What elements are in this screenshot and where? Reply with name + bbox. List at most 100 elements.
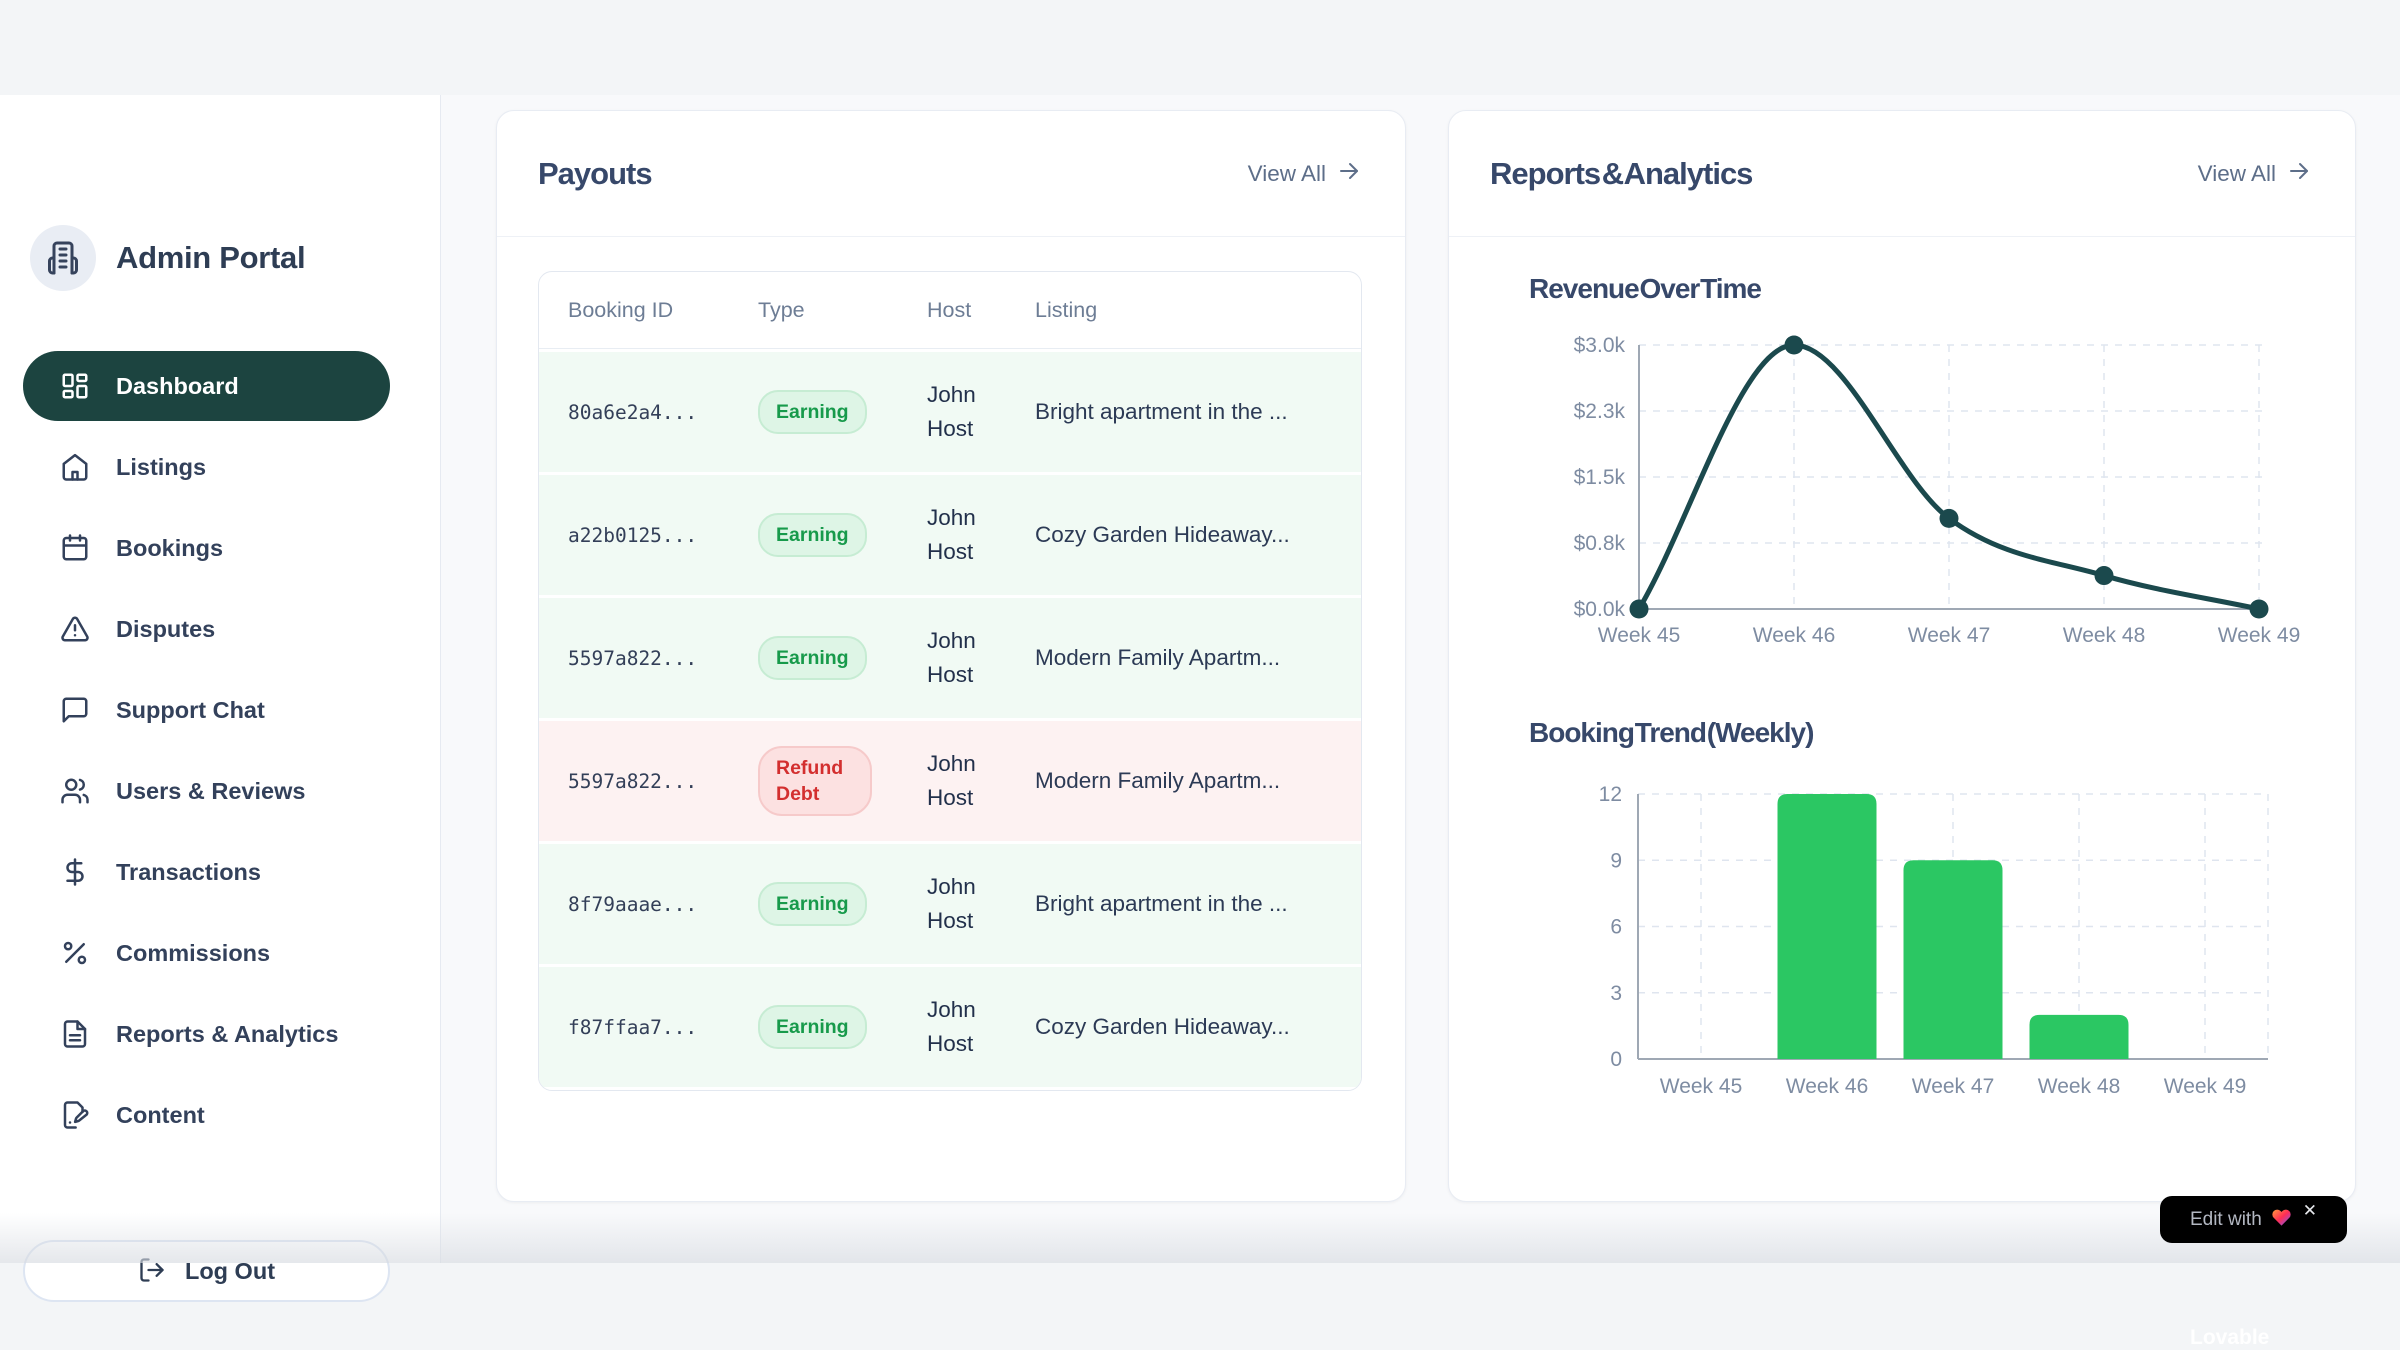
- type-cell: Earning: [729, 512, 898, 558]
- column-header-listing: Listing: [1035, 297, 1098, 322]
- reports-card-header: Reports & Analytics View All: [1449, 111, 2355, 237]
- table-row[interactable]: f87ffaa7... Earning John Host Cozy Garde…: [539, 964, 1361, 1087]
- payouts-table: Booking ID Type Host Listing 80a6e2a4... Ea…: [538, 271, 1362, 1091]
- arrow-right-icon: [2287, 159, 2311, 189]
- sidebar-item-bookings[interactable]: Bookings: [23, 513, 390, 583]
- svg-text:Week 47: Week 47: [1912, 1075, 1995, 1098]
- type-cell: Earning: [729, 1004, 898, 1050]
- column-header-type: Type: [758, 297, 805, 322]
- file-text-icon: [60, 1019, 90, 1049]
- payouts-title: Payouts: [538, 155, 653, 191]
- table-row[interactable]: 5597a822... Earning John Host Modern Fam…: [539, 595, 1361, 718]
- edit-with-lovable-badge[interactable]: Edit with Lovable ✕: [2160, 1196, 2347, 1349]
- booking-trend-chart-title: Booking Trend (Weekly): [1529, 717, 1814, 748]
- booking-id-cell: f87ffaa7...: [568, 1015, 698, 1039]
- table-row[interactable]: 80a6e2a4... Earning John Host Bright apa…: [539, 349, 1361, 472]
- logout-label: Log Out: [184, 1257, 276, 1284]
- svg-text:Week 48: Week 48: [2063, 624, 2146, 647]
- sidebar-item-label: Commissions: [116, 939, 271, 966]
- sidebar-item-content[interactable]: Content: [23, 1080, 390, 1150]
- sidebar-item-reports-analytics[interactable]: Reports & Analytics: [23, 999, 390, 1069]
- sidebar-item-label: Transactions: [116, 858, 261, 885]
- type-cell: Earning: [729, 389, 898, 435]
- type-badge: Earning: [758, 389, 867, 435]
- listing-cell: Cozy Garden Hideaway...: [1035, 522, 1290, 547]
- svg-text:Week 46: Week 46: [1753, 624, 1836, 647]
- sidebar-item-label: Dashboard: [116, 372, 239, 399]
- revenue-line-chart: $3.0k $2.3k $1.5k $0.8k $0.0k Week 45 Week 46 W…: [1521, 325, 2311, 655]
- svg-text:$1.5k: $1.5k: [1574, 466, 1626, 489]
- column-header-host: Host: [927, 297, 972, 322]
- svg-text:$0.0k: $0.0k: [1574, 598, 1626, 621]
- view-all-label: View All: [2197, 160, 2276, 186]
- sidebar-item-label: Support Chat: [116, 696, 265, 723]
- sidebar-item-commissions[interactable]: Commissions: [23, 918, 390, 988]
- alert-triangle-icon: [60, 614, 90, 644]
- logout-button[interactable]: Log Out: [23, 1240, 390, 1302]
- file-edit-icon: [60, 1100, 90, 1130]
- percent-icon: [60, 938, 90, 968]
- payouts-view-all-link[interactable]: View All: [1248, 159, 1361, 189]
- payouts-table-header-row: Booking ID Type Host Listing: [539, 272, 1361, 349]
- arrow-right-icon: [1337, 159, 1361, 189]
- host-cell: John Host: [927, 382, 976, 441]
- host-cell: John Host: [927, 505, 976, 564]
- lovable-label: Lovable: [2190, 1326, 2270, 1349]
- svg-text:6: 6: [1610, 916, 1622, 939]
- reports-title: Reports & Analytics: [1490, 155, 1753, 191]
- booking-id-cell: 80a6e2a4...: [568, 400, 698, 424]
- host-cell: John Host: [927, 874, 976, 933]
- dollar-icon: [60, 857, 90, 887]
- svg-text:3: 3: [1610, 982, 1622, 1005]
- svg-text:$2.3k: $2.3k: [1574, 400, 1626, 423]
- type-badge: Earning: [758, 881, 867, 927]
- app-title: Admin Portal: [116, 240, 306, 275]
- sidebar-item-label: Content: [116, 1101, 205, 1128]
- table-row[interactable]: 8f79aaae... Earning John Host Bright apa…: [539, 841, 1361, 964]
- host-cell: John Host: [927, 997, 976, 1056]
- home-icon: [60, 452, 90, 482]
- sidebar-item-label: Users & Reviews: [116, 777, 306, 804]
- listing-cell: Bright apartment in the ...: [1035, 399, 1288, 424]
- type-badge: Earning: [758, 1004, 867, 1050]
- close-icon[interactable]: ✕: [2302, 1201, 2318, 1220]
- sidebar-item-label: Listings: [116, 453, 207, 480]
- sidebar-item-transactions[interactable]: Transactions: [23, 837, 390, 907]
- booking-id-cell: a22b0125...: [568, 523, 698, 547]
- calendar-icon: [60, 533, 90, 563]
- sidebar-item-listings[interactable]: Listings: [23, 432, 390, 502]
- type-cell: Refund Debt: [729, 745, 898, 817]
- edit-with-label: Edit with: [2189, 1208, 2262, 1230]
- sidebar-item-disputes[interactable]: Disputes: [23, 594, 390, 664]
- revenue-chart-title: Revenue Over Time: [1529, 273, 1762, 304]
- payouts-card-header: Payouts View All: [497, 111, 1405, 237]
- table-row[interactable]: a22b0125... Earning John Host Cozy Garde…: [539, 472, 1361, 595]
- type-cell: Earning: [729, 635, 898, 681]
- listing-cell: Bright apartment in the ...: [1035, 891, 1288, 916]
- booking-trend-bar-chart: 12 9 6 3 0 Week 45 Week 46 Week 47 Week 48 Week 4…: [1521, 759, 2311, 1109]
- svg-text:Week 46: Week 46: [1786, 1075, 1869, 1098]
- sidebar-item-support-chat[interactable]: Support Chat: [23, 675, 390, 745]
- column-header-booking-id: Booking ID: [568, 297, 674, 322]
- building-icon: [30, 225, 96, 291]
- dashboard-icon: [60, 371, 90, 401]
- listing-cell: Modern Family Apartm...: [1035, 645, 1281, 670]
- booking-id-cell: 5597a822...: [568, 769, 698, 793]
- reports-view-all-link[interactable]: View All: [2198, 159, 2311, 189]
- svg-text:Week 45: Week 45: [1598, 624, 1681, 647]
- type-badge: Earning: [758, 512, 867, 558]
- table-row[interactable]: 5597a822... Refund Debt John Host Modern…: [539, 718, 1361, 841]
- svg-text:0: 0: [1610, 1048, 1622, 1071]
- brand: Admin Portal: [30, 225, 306, 291]
- host-cell: John Host: [927, 628, 976, 687]
- payouts-table-body: 80a6e2a4... Earning John Host Bright apa…: [539, 349, 1361, 1087]
- sidebar: Admin Portal Dashboard Listings Bookings…: [0, 95, 441, 1302]
- sidebar-item-label: Reports & Analytics: [116, 1020, 339, 1047]
- reports-analytics-card: Reports & Analytics View All Revenue Ove…: [1448, 110, 2356, 1202]
- svg-text:12: 12: [1599, 783, 1622, 806]
- listing-cell: Modern Family Apartm...: [1035, 768, 1281, 793]
- sidebar-item-dashboard[interactable]: Dashboard: [23, 351, 390, 421]
- sidebar-item-users-reviews[interactable]: Users & Reviews: [23, 756, 390, 826]
- svg-text:Week 49: Week 49: [2164, 1075, 2247, 1098]
- users-icon: [60, 776, 90, 806]
